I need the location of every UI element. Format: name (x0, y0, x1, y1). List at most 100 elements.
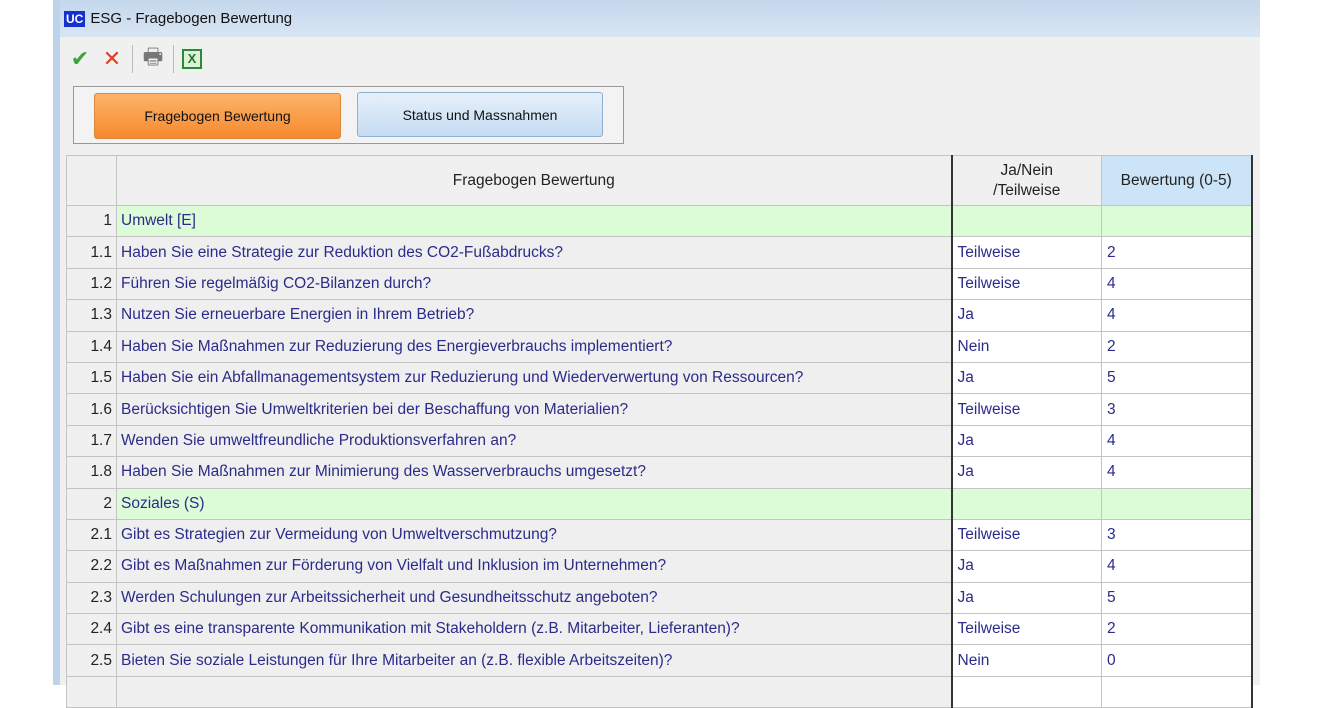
row-number: 1.7 (66, 424, 117, 458)
table-row[interactable]: 2.1 Gibt es Strategien zur Vermeidung von… (66, 518, 1253, 552)
table-row[interactable]: 1.8 Haben Sie Maßnahmen zur Minimierung d… (66, 456, 1253, 489)
question-cell[interactable]: Gibt es Maßnahmen zur Förderung von Viel… (116, 550, 953, 583)
table-row[interactable]: 2.5 Bieten Sie soziale Leistungen für Ihr… (66, 644, 1253, 677)
question-column-header[interactable]: Fragebogen Bewertung (116, 155, 953, 206)
row-number: 2.1 (66, 518, 117, 552)
print-icon[interactable]: 🖶 (142, 44, 164, 69)
score-cell[interactable]: 5 (1101, 581, 1253, 615)
question-cell[interactable]: Gibt es eine transparente Kommunikation … (116, 613, 953, 646)
question-cell[interactable]: Berücksichtigen Sie Umweltkriterien bei … (116, 393, 953, 426)
answer-cell[interactable]: Ja (951, 361, 1102, 395)
answer-cell[interactable]: Nein (951, 644, 1102, 677)
question-cell[interactable]: Führen Sie regelmäßig CO2-Bilanzen durch… (116, 267, 953, 301)
excel-export-icon[interactable]: X (182, 49, 202, 69)
question-cell[interactable]: Wenden Sie umweltfreundliche Produktions… (116, 424, 953, 458)
score-cell[interactable] (1101, 675, 1253, 708)
answer-cell[interactable]: Ja (951, 581, 1102, 615)
score-cell[interactable]: 2 (1101, 236, 1253, 269)
question-cell[interactable]: Bieten Sie soziale Leistungen für Ihre M… (116, 644, 953, 677)
row-number: 2 (66, 487, 117, 520)
row-number: 2.2 (66, 550, 117, 583)
question-cell[interactable] (116, 675, 953, 708)
table-row[interactable]: 1.7 Wenden Sie umweltfreundliche Produkti… (66, 424, 1253, 458)
question-cell[interactable]: Soziales (S) (116, 487, 953, 520)
question-cell[interactable]: Haben Sie Maßnahmen zur Reduzierung des … (116, 330, 953, 363)
score-cell[interactable]: 5 (1101, 361, 1253, 395)
window-title: ESG - Fragebogen Bewertung (90, 10, 293, 27)
table-row[interactable]: 1.4 Haben Sie Maßnahmen zur Reduzierung d… (66, 330, 1253, 363)
question-cell[interactable]: Nutzen Sie erneuerbare Energien in Ihrem… (116, 299, 953, 332)
answer-column-header[interactable]: Ja/Nein/Teilweise (951, 155, 1102, 206)
score-cell[interactable] (1101, 487, 1253, 520)
score-cell[interactable]: 2 (1101, 330, 1253, 363)
tab-status-und-massnahmen[interactable]: Status und Massnahmen (357, 92, 603, 137)
row-number: 1.2 (66, 267, 117, 301)
row-number: 1 (66, 204, 117, 238)
table-row[interactable]: 2.4 Gibt es eine transparente Kommunikati… (66, 613, 1253, 646)
answer-cell[interactable] (951, 675, 1102, 708)
score-cell[interactable]: 3 (1101, 393, 1253, 426)
score-cell[interactable]: 2 (1101, 613, 1253, 646)
answer-header-line1: Ja/Nein (1000, 161, 1054, 179)
score-cell[interactable]: 4 (1101, 456, 1253, 489)
row-number: 2.3 (66, 581, 117, 615)
row-number: 1.6 (66, 393, 117, 426)
title-bar: UC ESG - Fragebogen Bewertung (60, 0, 1260, 37)
toolbar-separator (132, 45, 133, 73)
app-window: UC ESG - Fragebogen Bewertung ✔ ✕ 🖶 X Fr… (53, 0, 1260, 708)
table-header: Fragebogen Bewertung Ja/Nein/Teilweise B… (66, 155, 1253, 206)
answer-cell[interactable]: Teilweise (951, 518, 1102, 552)
question-cell[interactable]: Haben Sie eine Strategie zur Reduktion d… (116, 236, 953, 269)
close-icon[interactable]: ✕ (102, 46, 122, 71)
table-row[interactable]: 1.1 Haben Sie eine Strategie zur Reduktio… (66, 236, 1253, 269)
checkmark-icon[interactable]: ✔ (70, 46, 90, 71)
answer-cell[interactable]: Teilweise (951, 267, 1102, 301)
group-row[interactable]: 2 Soziales (S) (66, 487, 1253, 520)
table-row[interactable]: 1.6 Berücksichtigen Sie Umweltkriterien b… (66, 393, 1253, 426)
question-cell[interactable]: Gibt es Strategien zur Vermeidung von Um… (116, 518, 953, 552)
answer-cell[interactable] (951, 487, 1102, 520)
answer-cell[interactable]: Teilweise (951, 236, 1102, 269)
row-number: 1.3 (66, 299, 117, 332)
answer-cell[interactable]: Ja (951, 550, 1102, 583)
answer-cell[interactable]: Ja (951, 456, 1102, 489)
table-row[interactable]: 1.3 Nutzen Sie erneuerbare Energien in Ih… (66, 299, 1253, 332)
question-cell[interactable]: Werden Schulungen zur Arbeitssicherheit … (116, 581, 953, 615)
questionnaire-table: Fragebogen Bewertung Ja/Nein/Teilweise B… (66, 155, 1253, 708)
answer-cell[interactable]: Teilweise (951, 393, 1102, 426)
row-number: 1.1 (66, 236, 117, 269)
answer-cell[interactable]: Ja (951, 299, 1102, 332)
answer-cell[interactable]: Nein (951, 330, 1102, 363)
tab-fragebogen-bewertung[interactable]: Fragebogen Bewertung (94, 93, 341, 139)
row-number (66, 675, 117, 708)
row-number: 1.4 (66, 330, 117, 363)
answer-header-line2: /Teilweise (993, 181, 1061, 199)
toolbar-separator (173, 45, 174, 73)
table-row[interactable]: 2.2 Gibt es Maßnahmen zur Förderung von V… (66, 550, 1253, 583)
score-column-header[interactable]: Bewertung (0-5) (1101, 155, 1253, 206)
question-cell[interactable]: Haben Sie Maßnahmen zur Minimierung des … (116, 456, 953, 489)
score-cell[interactable] (1101, 204, 1253, 238)
score-cell[interactable]: 3 (1101, 518, 1253, 552)
row-number: 1.5 (66, 361, 117, 395)
row-number-header (66, 155, 117, 206)
score-cell[interactable]: 4 (1101, 267, 1253, 301)
app-logo: UC (64, 10, 86, 27)
question-cell[interactable]: Haben Sie ein Abfallmanagementsystem zur… (116, 361, 953, 395)
table-row[interactable]: 1.5 Haben Sie ein Abfallmanagementsystem … (66, 361, 1253, 395)
answer-cell[interactable]: Teilweise (951, 613, 1102, 646)
row-number: 2.5 (66, 644, 117, 677)
toolbar: ✔ ✕ 🖶 X (60, 37, 1260, 81)
table-row[interactable]: 1.2 Führen Sie regelmäßig CO2-Bilanzen du… (66, 267, 1253, 301)
table-row[interactable]: 2.3 Werden Schulungen zur Arbeitssicherhe… (66, 581, 1253, 615)
question-cell[interactable]: Umwelt [E] (116, 204, 953, 238)
score-cell[interactable]: 4 (1101, 550, 1253, 583)
answer-cell[interactable]: Ja (951, 424, 1102, 458)
answer-cell[interactable] (951, 204, 1102, 238)
score-cell[interactable]: 0 (1101, 644, 1253, 677)
table-row[interactable] (66, 675, 1253, 708)
score-cell[interactable]: 4 (1101, 424, 1253, 458)
score-cell[interactable]: 4 (1101, 299, 1253, 332)
group-row[interactable]: 1 Umwelt [E] (66, 204, 1253, 238)
tab-group: Fragebogen Bewertung Status und Massnahm… (73, 86, 624, 144)
